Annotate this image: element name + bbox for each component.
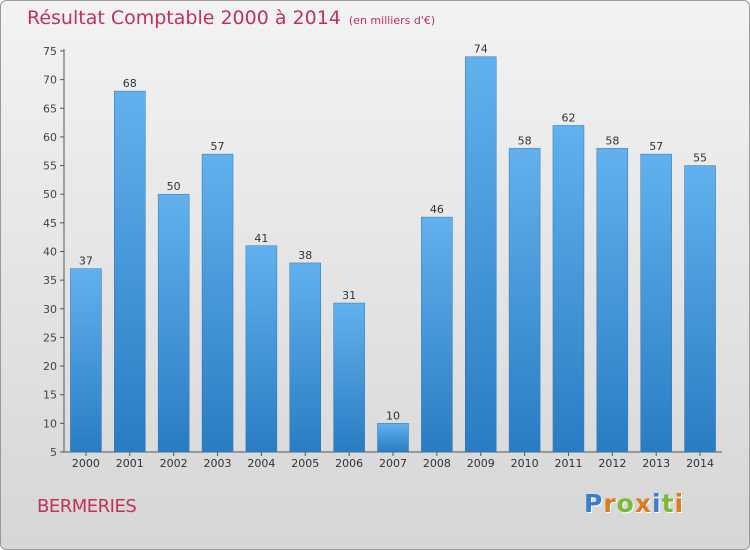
logo-letter: o	[616, 489, 635, 518]
data-label: 46	[430, 203, 444, 216]
proxiti-logo: Proxiti	[584, 489, 684, 518]
y-tick-label: 15	[43, 389, 57, 402]
data-label: 58	[518, 134, 532, 147]
data-label: 55	[693, 152, 707, 165]
x-tick-label: 2003	[204, 457, 232, 470]
data-label: 37	[79, 255, 93, 268]
logo-letter: r	[603, 489, 617, 518]
y-tick-label: 20	[43, 360, 57, 373]
logo-letter: t	[661, 489, 675, 518]
x-tick-label: 2011	[554, 457, 582, 470]
bar	[596, 148, 629, 453]
chart-subtitle: (en milliers d'€)	[348, 14, 436, 27]
bar	[684, 165, 716, 453]
y-tick-label: 10	[43, 417, 57, 430]
x-tick-label: 2005	[291, 457, 319, 470]
y-tick-label: 30	[43, 303, 57, 316]
chart-title: Résultat Comptable 2000 à 2014	[27, 7, 341, 29]
y-tick-label: 55	[43, 160, 57, 173]
x-tick-label: 2001	[116, 457, 144, 470]
bar	[201, 153, 234, 453]
data-label: 62	[561, 111, 575, 124]
x-tick-label: 2013	[642, 457, 670, 470]
data-label: 38	[298, 249, 312, 262]
y-tick-label: 35	[43, 274, 57, 287]
y-tick-label: 70	[43, 74, 57, 87]
bar	[70, 268, 102, 453]
x-tick-label: 2000	[72, 457, 100, 470]
bar	[464, 56, 497, 453]
y-tick-label: 40	[43, 246, 57, 259]
data-label: 68	[123, 77, 137, 90]
bar	[114, 90, 146, 453]
bar	[508, 148, 541, 453]
x-tick-label: 2009	[467, 457, 495, 470]
logo-letter: i	[674, 489, 685, 518]
data-label: 57	[211, 140, 225, 153]
y-tick-label: 5	[50, 446, 57, 459]
logo-letter: P	[584, 489, 604, 518]
y-tick-label: 50	[43, 188, 57, 201]
bar	[640, 153, 672, 453]
x-tick-label: 2006	[335, 457, 363, 470]
x-tick-label: 2007	[379, 457, 407, 470]
data-label: 57	[649, 140, 663, 153]
y-tick-label: 60	[43, 131, 57, 144]
logo-letter: i	[652, 489, 662, 518]
y-tick-label: 65	[43, 102, 57, 115]
data-label: 10	[386, 409, 400, 422]
bar	[245, 245, 278, 453]
data-label: 31	[342, 289, 356, 302]
y-tick-label: 25	[43, 331, 57, 344]
bar	[377, 423, 409, 453]
x-tick-label: 2010	[511, 457, 539, 470]
data-label: 50	[167, 180, 181, 193]
x-tick-label: 2008	[423, 457, 451, 470]
bar	[333, 302, 365, 453]
location-label: BERMERIES	[37, 496, 137, 517]
logo-letter: x	[634, 489, 652, 518]
x-tick-label: 2002	[160, 457, 188, 470]
x-tick-label: 2004	[247, 457, 275, 470]
y-tick-label: 75	[43, 45, 57, 58]
x-tick-label: 2012	[598, 457, 626, 470]
x-tick-label: 2014	[686, 457, 714, 470]
data-label: 58	[605, 134, 619, 147]
bar	[157, 193, 190, 453]
bar	[552, 125, 585, 453]
bar	[421, 216, 453, 453]
title-block: Résultat Comptable 2000 à 2014 (en millie…	[27, 7, 435, 29]
data-label: 41	[254, 232, 268, 245]
data-label: 74	[474, 43, 488, 56]
bar	[289, 262, 322, 453]
y-tick-label: 45	[43, 217, 57, 230]
